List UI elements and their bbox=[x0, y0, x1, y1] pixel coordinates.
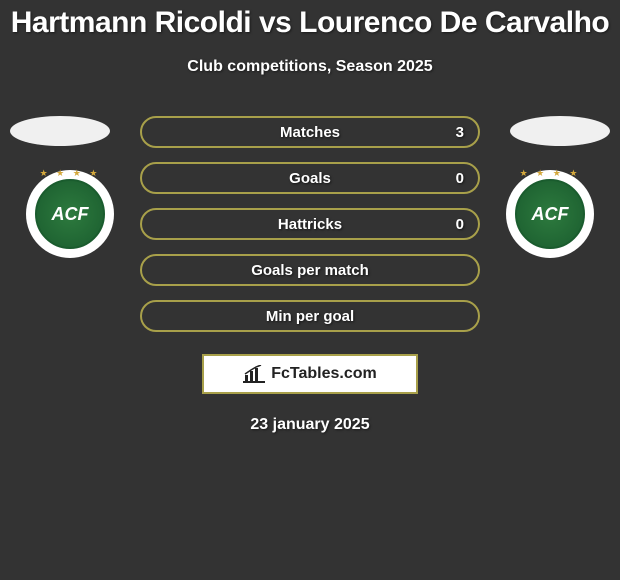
subtitle: Club competitions, Season 2025 bbox=[0, 58, 620, 76]
club-badge-left: ★ ★ ★ ★ ACF bbox=[20, 164, 120, 264]
fctables-logo[interactable]: FcTables.com bbox=[202, 354, 418, 394]
player-avatar-right bbox=[510, 116, 610, 146]
stat-row-matches: Matches 3 bbox=[140, 116, 480, 148]
stat-value-right: 0 bbox=[456, 170, 464, 187]
stat-row-goals: Goals 0 bbox=[140, 162, 480, 194]
badge-stars-right: ★ ★ ★ ★ bbox=[506, 168, 594, 179]
stat-label: Goals bbox=[289, 170, 331, 187]
stat-label: Goals per match bbox=[251, 262, 369, 279]
stat-row-hattricks: Hattricks 0 bbox=[140, 208, 480, 240]
stat-rows: Matches 3 Goals 0 Hattricks 0 Goals per … bbox=[140, 116, 480, 332]
stat-value-right: 3 bbox=[456, 124, 464, 141]
page-title: Hartmann Ricoldi vs Lourenco De Carvalho bbox=[0, 0, 620, 40]
club-badge-right: ★ ★ ★ ★ ACF bbox=[500, 164, 600, 264]
stat-row-min-per-goal: Min per goal bbox=[140, 300, 480, 332]
chart-icon bbox=[243, 365, 265, 383]
badge-text-right: ACF bbox=[515, 179, 585, 249]
badge-stars-left: ★ ★ ★ ★ bbox=[26, 168, 114, 179]
content-area: ★ ★ ★ ★ ACF ★ ★ ★ ★ ACF Matches 3 Goals … bbox=[0, 116, 620, 434]
date-line: 23 january 2025 bbox=[0, 416, 620, 434]
stat-label: Matches bbox=[280, 124, 340, 141]
stat-label: Hattricks bbox=[278, 216, 342, 233]
stat-value-right: 0 bbox=[456, 216, 464, 233]
stat-row-goals-per-match: Goals per match bbox=[140, 254, 480, 286]
logo-text: FcTables.com bbox=[271, 365, 377, 383]
stat-label: Min per goal bbox=[266, 308, 354, 325]
player-avatar-left bbox=[10, 116, 110, 146]
badge-text-left: ACF bbox=[35, 179, 105, 249]
